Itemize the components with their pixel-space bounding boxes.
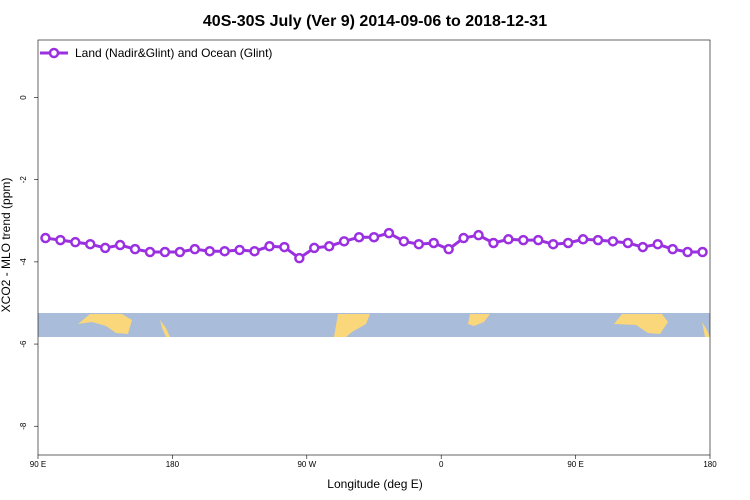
data-point [398,236,410,247]
y-tick-label: -2 [19,176,28,184]
x-axis-label: Longitude (deg E) [327,477,422,491]
data-point [443,243,454,255]
y-tick-label: -4 [19,258,28,266]
data-point [189,243,201,255]
data-point [294,252,305,264]
chart-title: 40S-30S July (Ver 9) 2014-09-06 to 2018-… [203,13,547,30]
plot-frame [37,39,711,456]
data-point [323,241,335,252]
data-point [129,243,141,255]
data-point [577,234,589,245]
data-point [458,232,469,244]
data-point [174,246,186,258]
data-point [488,237,499,249]
x-tick-label: 0 [439,460,444,469]
legend-marker [48,47,60,59]
data-point [40,232,51,244]
data-point [264,241,275,252]
map-strip [38,313,710,337]
data-point [667,243,678,255]
data-point [144,246,156,258]
x-tick-label: 180 [703,460,717,469]
data-point [114,239,126,251]
data-point [368,231,380,243]
data-point [413,238,425,250]
x-tick-label: 90 E [30,460,46,469]
data-point [249,245,260,257]
data-point [697,246,708,258]
legend-label: Land (Nadir&Glint) and Ocean (Glint) [75,46,272,60]
data-point [682,246,693,258]
data-point [637,241,649,253]
x-tick-label: 90 E [567,460,583,469]
data-point [159,246,171,258]
y-axis-label: XCO2 - MLO trend (ppm) [0,178,13,313]
data-point [607,236,619,247]
data-point [234,244,245,256]
y-tick-label: -6 [19,340,28,348]
data-point [383,227,395,239]
data-point [338,236,350,247]
data-point [353,231,365,243]
y-tick-label: 0 [19,95,28,100]
data-point [652,238,663,250]
x-tick-label: 180 [166,460,180,469]
data-point [55,234,66,246]
data-point [473,229,484,241]
data-point [533,234,544,246]
data-point [622,237,634,249]
data-point [279,241,290,253]
data-point [309,242,320,254]
data-point [85,238,96,250]
x-tick-label: 90 W [297,460,316,469]
data-point [518,234,529,246]
data-point [592,234,604,246]
data-point [99,242,111,254]
y-tick-label: -8 [19,422,28,430]
data-point [70,236,81,248]
data-point [562,237,574,249]
data-point [503,234,514,245]
data-point [428,237,439,249]
data-point [547,238,559,250]
data-point [219,245,230,257]
data-point [204,245,215,257]
